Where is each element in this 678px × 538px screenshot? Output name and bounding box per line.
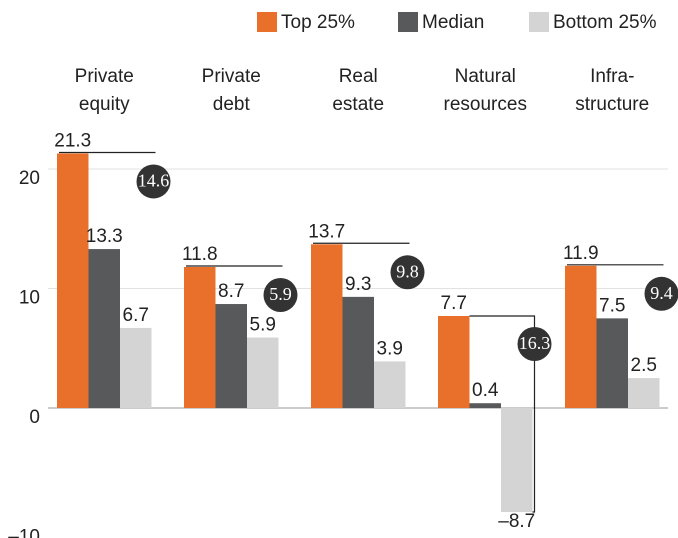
x-category-label: resources <box>444 94 527 115</box>
value-label: 6.7 <box>123 305 149 326</box>
value-label: 9.3 <box>345 274 371 295</box>
x-category-label: equity <box>79 94 130 115</box>
value-label: 11.9 <box>563 243 599 264</box>
x-category-label: Private <box>202 66 261 87</box>
bar <box>184 266 216 408</box>
spread-circle <box>644 276 678 311</box>
x-category-label: Real <box>339 66 378 87</box>
bar <box>215 304 247 408</box>
x-category-label: Infra- <box>590 66 634 87</box>
legend-swatch <box>398 12 418 32</box>
value-label: 8.7 <box>218 281 244 302</box>
value-label: 2.5 <box>631 355 657 376</box>
value-label: 11.8 <box>182 244 218 265</box>
spread-label: 5.9 <box>269 284 292 304</box>
x-category-label: Private <box>75 66 134 87</box>
legend-label: Bottom 25% <box>553 12 657 33</box>
value-label: 7.7 <box>441 293 467 314</box>
bar <box>120 327 152 408</box>
x-category-label: Natural <box>455 66 516 87</box>
bar <box>469 403 501 408</box>
bar <box>88 249 120 408</box>
y-tick-label: 10 <box>19 288 40 309</box>
bar <box>501 408 533 512</box>
bar <box>628 378 660 408</box>
legend-label: Median <box>422 12 484 33</box>
bar <box>565 265 597 408</box>
value-label: –8.7 <box>498 511 535 532</box>
legend-swatch <box>257 12 277 32</box>
value-label: 3.9 <box>377 338 403 359</box>
value-label: 13.7 <box>308 221 345 242</box>
legend-label: Top 25% <box>281 12 355 33</box>
spread-label: 9.4 <box>650 283 673 303</box>
bar <box>596 318 628 408</box>
y-tick-label: –10 <box>8 527 40 538</box>
x-category-label: estate <box>332 94 384 115</box>
legend-swatch <box>529 12 549 32</box>
bar <box>438 315 470 408</box>
spread-circle <box>517 326 552 361</box>
y-tick-label: 0 <box>29 407 40 428</box>
value-label: 7.5 <box>599 295 625 316</box>
value-label: 13.3 <box>86 226 123 247</box>
spread-label: 14.6 <box>138 171 170 191</box>
value-label: 5.9 <box>250 315 276 336</box>
bar <box>311 244 343 408</box>
x-category-label: debt <box>213 94 251 115</box>
spread-circle <box>136 164 171 199</box>
x-category-label: structure <box>575 94 649 115</box>
value-label: 21.3 <box>54 130 91 151</box>
spread-bracket <box>469 315 536 513</box>
spread-circle <box>263 277 298 312</box>
bar <box>247 337 279 408</box>
spread-label: 16.3 <box>519 333 551 353</box>
y-tick-label: 20 <box>19 168 40 189</box>
bar <box>342 296 374 408</box>
bar <box>57 153 89 408</box>
bar <box>374 361 406 408</box>
value-label: 0.4 <box>472 380 499 401</box>
spread-label: 9.8 <box>396 261 419 281</box>
spread-circle <box>390 255 425 290</box>
